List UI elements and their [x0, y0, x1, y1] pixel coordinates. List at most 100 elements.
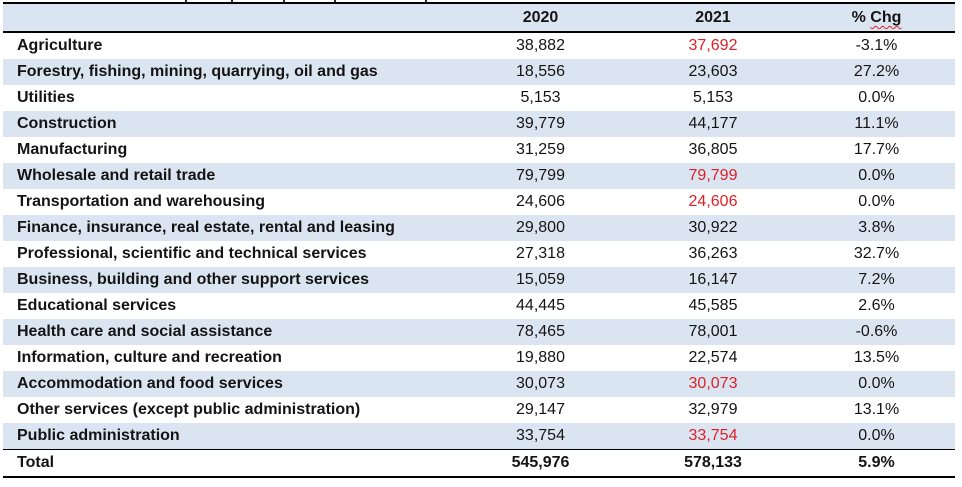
row-2020-value: 33,754	[516, 427, 565, 444]
table-row: Information, culture and recreation 19,8…	[3, 345, 955, 371]
row-2020-value: 19,880	[516, 349, 565, 366]
row-industry-label: Public administration	[17, 427, 180, 444]
row-2020-value: 38,882	[516, 37, 565, 54]
table-row: Other services (except public administra…	[3, 397, 955, 423]
total-2021: 578,133	[684, 454, 742, 471]
row-2021-value: 33,754	[688, 427, 738, 444]
pct-sign: %	[851, 9, 871, 26]
row-pct-chg-value: 11.1%	[854, 115, 899, 132]
row-2021-value: 30,922	[688, 219, 738, 236]
row-industry-label: Information, culture and recreation	[17, 349, 282, 366]
row-2020-value: 78,465	[516, 323, 565, 340]
row-pct-chg-value: 13.5%	[853, 349, 900, 366]
row-2021-value: 45,585	[688, 297, 738, 314]
row-industry-label: Agriculture	[17, 37, 103, 54]
row-2020-value: 24,606	[516, 193, 565, 210]
row-industry-label: Construction	[17, 115, 117, 132]
row-pct-chg-value: -0.6%	[855, 323, 898, 340]
row-pct-chg-value: 2.6%	[858, 297, 895, 314]
table-row: Wholesale and retail trade 79,799 79,799…	[3, 163, 955, 189]
row-pct-chg-value: 0.0%	[858, 89, 895, 106]
row-2021-value: 78,001	[688, 323, 738, 340]
total-pct-chg: 5.9%	[858, 454, 895, 471]
row-2020-value: 31,259	[516, 141, 565, 158]
row-industry-label: Finance, insurance, real estate, rental …	[17, 219, 395, 236]
table-total-row: Total 545,976 578,133 5.9%	[3, 449, 955, 476]
table-row: Accommodation and food services 30,073 3…	[3, 371, 955, 397]
row-pct-chg-value: 0.0%	[858, 193, 895, 210]
cropped-text-descender	[283, 0, 285, 3]
row-2020-value: 39,779	[516, 115, 565, 132]
header-industry-cell	[3, 4, 453, 31]
table-header-row: 2020 2021 % Chg	[3, 4, 955, 33]
row-2021-value: 23,603	[688, 63, 738, 80]
row-2021-value: 24,606	[688, 193, 738, 210]
row-2021-value: 5,153	[692, 89, 734, 106]
table-row: Transportation and warehousing 24,606 24…	[3, 189, 955, 215]
table-row: Construction 39,779 44,177 11.1%	[3, 111, 955, 137]
cropped-text-descender	[231, 0, 233, 3]
row-pct-chg-value: 32.7%	[853, 245, 900, 262]
row-industry-label: Business, building and other support ser…	[17, 271, 370, 288]
row-industry-label: Health care and social assistance	[17, 323, 273, 340]
row-2021-value: 32,979	[688, 401, 738, 418]
table-row: Health care and social assistance 78,465…	[3, 319, 955, 345]
row-2020-value: 15,059	[516, 271, 565, 288]
table-body: Agriculture 38,882 37,692 -3.1% Forestry…	[3, 33, 955, 449]
table-row: Public administration 33,754 33,754 0.0%	[3, 423, 955, 449]
row-industry-label: Other services (except public administra…	[17, 401, 361, 418]
cropped-text-descender	[185, 0, 187, 3]
row-2020-value: 29,147	[516, 401, 565, 418]
header-2020: 2020	[522, 9, 559, 26]
total-label: Total	[17, 454, 55, 471]
row-2020-value: 44,445	[516, 297, 565, 314]
row-2021-value: 30,073	[688, 375, 738, 392]
row-industry-label: Accommodation and food services	[17, 375, 283, 392]
table-row: Professional, scientific and technical s…	[3, 241, 955, 267]
table-row: Forestry, fishing, mining, quarrying, oi…	[3, 59, 955, 85]
row-2020-value: 5,153	[520, 89, 561, 106]
row-industry-label: Professional, scientific and technical s…	[17, 245, 367, 262]
table-row: Educational services 44,445 45,585 2.6%	[3, 293, 955, 319]
row-2020-value: 27,318	[516, 245, 565, 262]
row-industry-label: Forestry, fishing, mining, quarrying, oi…	[17, 63, 378, 80]
row-pct-chg-value: 0.0%	[858, 167, 895, 184]
table-row: Agriculture 38,882 37,692 -3.1%	[3, 33, 955, 59]
total-2020: 545,976	[511, 454, 570, 471]
row-2021-value: 36,805	[688, 141, 738, 158]
row-industry-label: Educational services	[17, 297, 177, 314]
row-pct-chg-value: 17.7%	[853, 141, 900, 158]
table-row: Business, building and other support ser…	[3, 267, 955, 293]
row-pct-chg-value: 0.0%	[858, 375, 895, 392]
row-2021-value: 44,177	[688, 115, 738, 132]
row-pct-chg-value: 3.8%	[858, 219, 895, 236]
row-industry-label: Manufacturing	[17, 141, 128, 158]
row-pct-chg-value: 27.2%	[853, 63, 900, 80]
row-2021-value: 22,574	[688, 349, 738, 366]
table-row: Finance, insurance, real estate, rental …	[3, 215, 955, 241]
row-industry-label: Transportation and warehousing	[17, 193, 266, 210]
row-2021-value: 37,692	[688, 37, 738, 54]
row-pct-chg-value: 13.1%	[853, 401, 900, 418]
row-2020-value: 18,556	[516, 63, 565, 80]
cropped-text-descender	[425, 0, 427, 3]
industry-employment-table: 2020 2021 % Chg Agriculture 38,882 37,69…	[3, 2, 955, 478]
header-pct-chg: % Chg	[798, 4, 955, 31]
header-2021: 2021	[695, 9, 731, 26]
row-2021-value: 36,263	[688, 245, 738, 262]
row-2021-value: 16,147	[688, 271, 738, 288]
row-pct-chg-value: 7.2%	[858, 271, 895, 288]
row-industry-label: Utilities	[17, 89, 75, 106]
row-2020-value: 79,799	[516, 167, 565, 184]
row-pct-chg-value: 0.0%	[858, 427, 895, 444]
row-pct-chg-value: -3.1%	[855, 37, 898, 54]
row-2020-value: 29,800	[516, 219, 565, 236]
table-row: Manufacturing 31,259 36,805 17.7%	[3, 137, 955, 163]
row-2020-value: 30,073	[516, 375, 565, 392]
row-2021-value: 79,799	[688, 167, 738, 184]
cropped-text-descender	[334, 0, 336, 3]
table-row: Utilities 5,153 5,153 0.0%	[3, 85, 955, 111]
row-industry-label: Wholesale and retail trade	[17, 167, 216, 184]
misspelled-word-chg: Chg	[870, 9, 902, 26]
